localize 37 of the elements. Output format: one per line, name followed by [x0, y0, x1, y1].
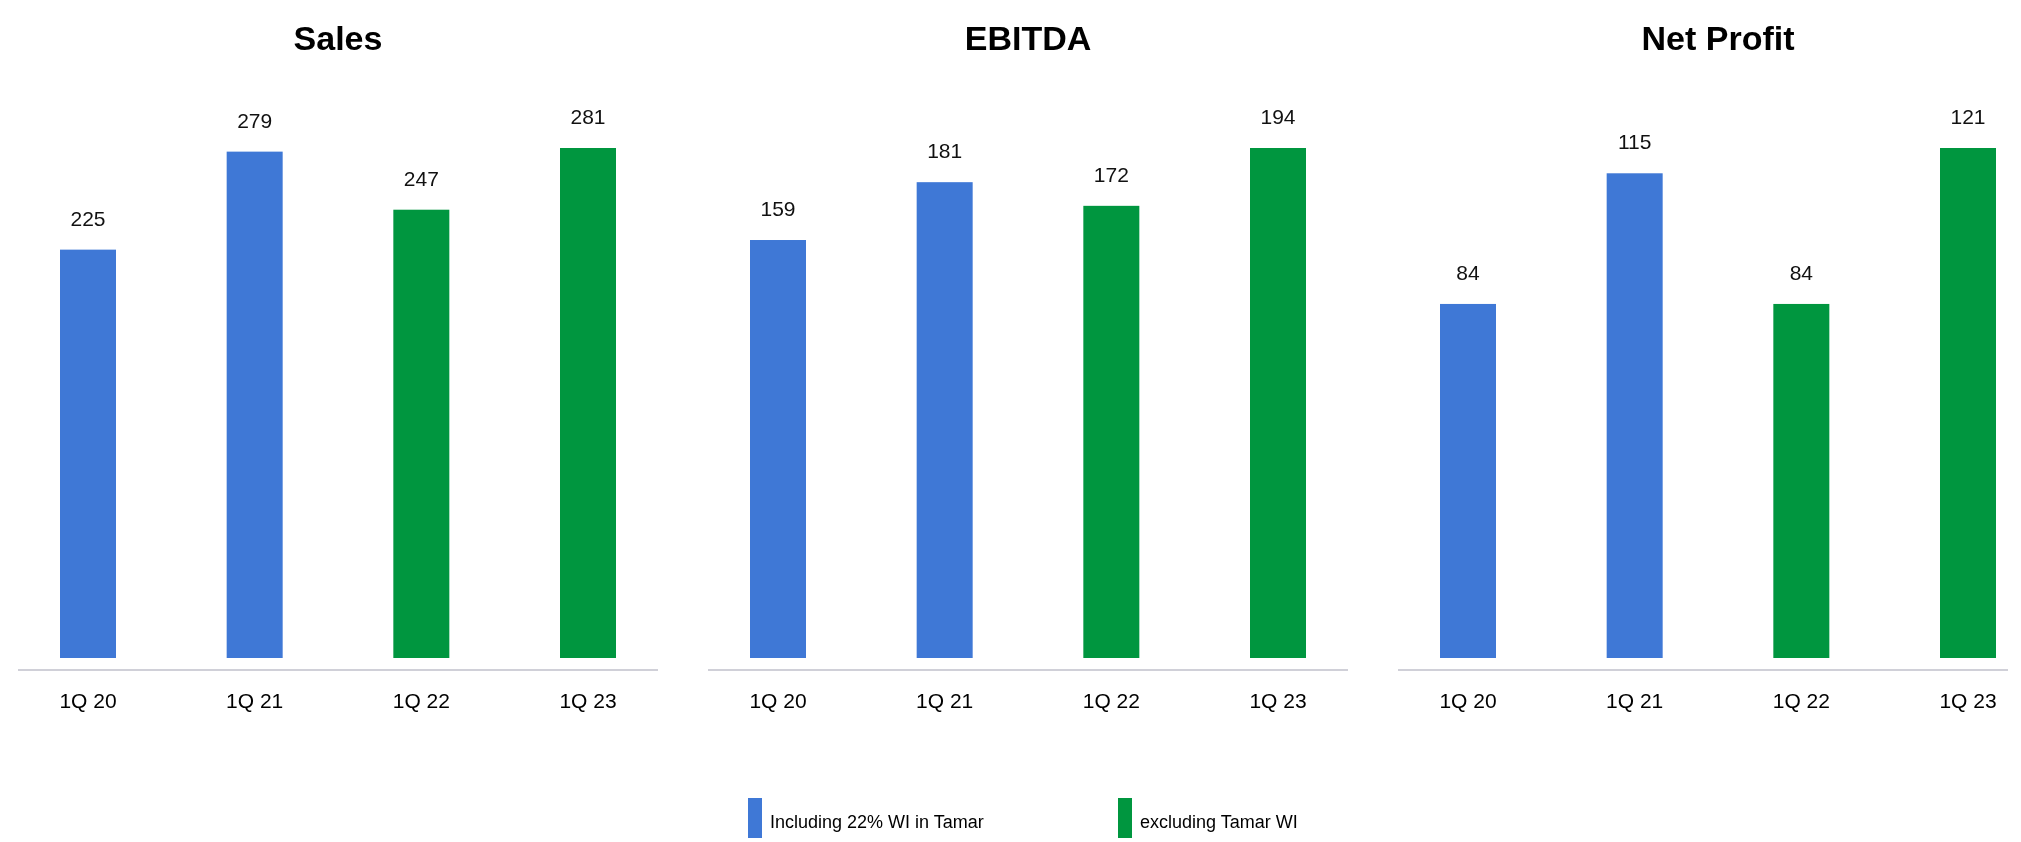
legend-label: excluding Tamar WI — [1140, 812, 1298, 832]
bar — [750, 240, 806, 658]
data-label: 172 — [1093, 162, 1129, 186]
x-tick-label: 1Q 20 — [1439, 689, 1497, 712]
data-label: 281 — [570, 105, 606, 128]
data-label: 84 — [1456, 260, 1480, 284]
data-label: 181 — [927, 139, 963, 163]
bar — [1250, 148, 1306, 658]
data-label: 225 — [70, 206, 106, 230]
bar — [226, 151, 283, 658]
x-tick-label: 1Q 20 — [749, 689, 807, 712]
data-label: 279 — [237, 108, 273, 132]
data-label: 84 — [1789, 260, 1814, 284]
bar — [60, 249, 116, 658]
x-tick-label: 1Q 21 — [916, 689, 974, 712]
x-tick-label: 1Q 22 — [1772, 689, 1830, 712]
legend-label: Including 22% WI in Tamar — [770, 812, 984, 832]
x-tick-label: 1Q 23 — [1249, 689, 1307, 712]
x-tick-label: 1Q 22 — [392, 689, 450, 712]
x-tick-label: 1Q 21 — [226, 689, 284, 712]
chart-title: Net Profit — [1641, 19, 1795, 57]
chart-title: EBITDA — [964, 19, 1092, 57]
chart-title: Sales — [293, 19, 383, 57]
bar — [1083, 205, 1140, 658]
x-tick-label: 1Q 22 — [1082, 689, 1140, 712]
x-tick-label: 1Q 20 — [59, 689, 117, 712]
bar — [560, 148, 616, 658]
x-tick-label: 1Q 21 — [1606, 689, 1664, 712]
bar — [393, 209, 450, 658]
x-tick-label: 1Q 23 — [1939, 689, 1997, 712]
data-label: 194 — [1260, 105, 1296, 128]
data-label: 247 — [403, 166, 439, 190]
bar — [916, 182, 973, 658]
data-label: 159 — [760, 197, 796, 221]
x-tick-label: 1Q 23 — [559, 689, 617, 712]
data-label: 121 — [1950, 105, 1986, 128]
data-label: 115 — [1617, 130, 1652, 154]
